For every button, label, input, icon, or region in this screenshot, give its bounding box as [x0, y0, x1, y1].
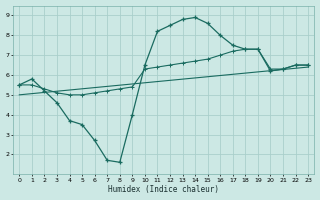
X-axis label: Humidex (Indice chaleur): Humidex (Indice chaleur): [108, 185, 219, 194]
